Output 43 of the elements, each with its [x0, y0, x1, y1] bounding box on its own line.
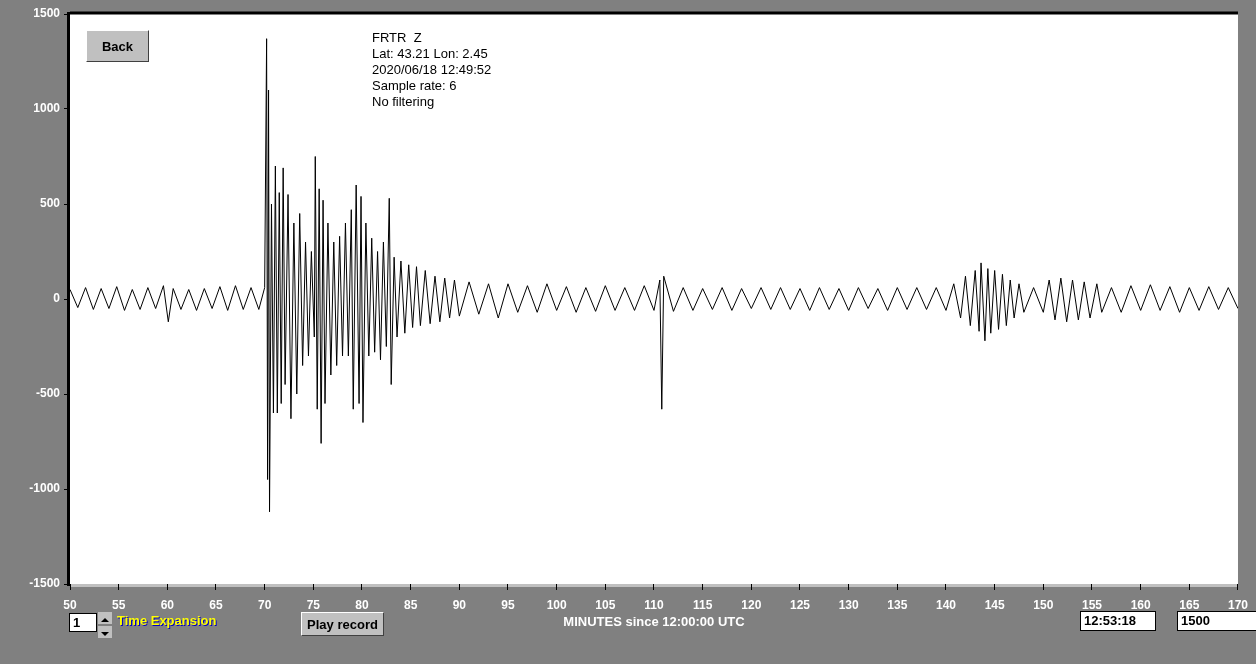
annotation: Back: [86, 30, 149, 62]
x-tick-label: 165: [1179, 597, 1200, 612]
y-tick-label: -1000: [29, 481, 61, 496]
x-tick-label: 170: [1227, 597, 1249, 612]
x-tick-label: 130: [838, 597, 859, 612]
x-tick-label: 55: [111, 597, 126, 612]
y-tick-label: -1500: [29, 576, 61, 591]
annotation: Lat: 43.21 Lon: 2.45: [372, 46, 488, 61]
x-tick-label: 85: [403, 597, 418, 612]
x-axis-title: MINUTES since 12:00:00 UTC: [563, 613, 746, 629]
x-tick-label: 145: [984, 597, 1005, 612]
y-tick-label: 1000: [33, 101, 61, 116]
text: Time Expansion: [117, 613, 217, 628]
x-tick-label: 150: [1033, 597, 1054, 612]
x-tick-label: 135: [887, 597, 908, 612]
annotation: No filtering: [372, 94, 435, 109]
x-tick-label: 140: [935, 597, 957, 612]
x-tick-label: 95: [501, 597, 515, 612]
annotation: Sample rate: 6: [372, 78, 457, 93]
x-tick-label: 100: [546, 597, 567, 612]
y-tick-label: -500: [35, 386, 61, 401]
text: 12:53:18: [1080, 611, 1156, 631]
y-tick-label: 0: [53, 291, 61, 306]
x-tick-label: 115: [692, 597, 713, 612]
x-tick-label: 120: [741, 597, 762, 612]
y-tick-label: 1500: [33, 6, 61, 21]
x-tick-label: 65: [209, 597, 223, 612]
x-tick-label: 155: [1081, 597, 1103, 612]
text: Play record: [301, 612, 384, 636]
text: 1: [69, 613, 97, 632]
x-tick-label: 110: [644, 597, 664, 612]
annotation: 2020/06/18 12:49:52: [372, 62, 492, 77]
x-tick-label: 70: [257, 597, 272, 612]
x-tick-label: 60: [160, 597, 175, 612]
x-tick-label: 125: [789, 597, 811, 612]
x-tick-label: 80: [355, 597, 369, 612]
annotation: FRTR Z: [372, 30, 422, 45]
y-tick-label: 500: [39, 196, 61, 211]
x-tick-label: 105: [595, 597, 616, 612]
x-tick-label: 90: [452, 597, 467, 612]
x-tick-label: 75: [306, 597, 321, 612]
x-tick-label: 160: [1130, 597, 1151, 612]
x-tick-label: 50: [63, 597, 77, 612]
